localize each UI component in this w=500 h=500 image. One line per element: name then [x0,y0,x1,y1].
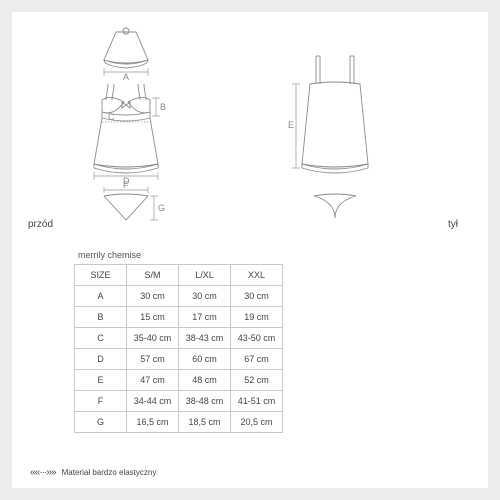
table-cell: 47 cm [127,370,179,391]
size-table-wrap: merrily chemise SIZE S/M L/XL XXL A30 cm… [74,250,470,433]
table-cell: 30 cm [127,286,179,307]
table-header-row: SIZE S/M L/XL XXL [75,265,283,286]
table-cell: 52 cm [231,370,283,391]
dim-A: A [123,72,129,82]
table-row: C35-40 cm38-43 cm43-50 cm [75,328,283,349]
table-cell: 34-44 cm [127,391,179,412]
back-diagram: E tył [250,26,470,226]
table-row: B15 cm17 cm19 cm [75,307,283,328]
table-row: F34-44 cm38-48 cm41-51 cm [75,391,283,412]
footnote: ‹‹‹‹···›››› Materiał bardzo elastyczny [30,467,156,478]
dim-E: E [288,120,294,130]
table-cell: 18,5 cm [179,412,231,433]
dim-G: G [158,203,165,213]
diagram-row: A [30,26,470,226]
table-cell: 41-51 cm [231,391,283,412]
front-diagram: A [30,26,250,226]
dim-F: F [123,180,129,190]
th: XXL [231,265,283,286]
dim-C: C [108,112,115,122]
footnote-text: Materiał bardzo elastyczny [62,468,157,477]
table-cell: 30 cm [179,286,231,307]
th: L/XL [179,265,231,286]
table-cell: 30 cm [231,286,283,307]
table-cell: 38-48 cm [179,391,231,412]
table-cell: 19 cm [231,307,283,328]
table-row: A30 cm30 cm30 cm [75,286,283,307]
table-cell: 16,5 cm [127,412,179,433]
table-cell: 57 cm [127,349,179,370]
table-row: G16,5 cm18,5 cm20,5 cm [75,412,283,433]
table-cell: 15 cm [127,307,179,328]
dim-B: B [160,102,166,112]
size-chart-card: A [12,12,488,488]
table-cell: 20,5 cm [231,412,283,433]
back-svg: E [250,26,450,226]
table-cell: 67 cm [231,349,283,370]
th: SIZE [75,265,127,286]
table-cell: E [75,370,127,391]
table-cell: 48 cm [179,370,231,391]
table-row: D57 cm60 cm67 cm [75,349,283,370]
table-title: merrily chemise [78,250,470,260]
table-cell: F [75,391,127,412]
table-cell: 60 cm [179,349,231,370]
table-cell: G [75,412,127,433]
table-cell: 17 cm [179,307,231,328]
front-svg: A [30,26,240,226]
back-label: tył [448,219,458,230]
elastic-icon: ‹‹‹‹···›››› [30,467,56,478]
th: S/M [127,265,179,286]
table-cell: C [75,328,127,349]
table-cell: A [75,286,127,307]
table-cell: B [75,307,127,328]
size-table: SIZE S/M L/XL XXL A30 cm30 cm30 cmB15 cm… [74,264,283,433]
table-cell: 38-43 cm [179,328,231,349]
table-cell: 35-40 cm [127,328,179,349]
table-cell: 43-50 cm [231,328,283,349]
front-label: przód [28,219,53,230]
table-row: E47 cm48 cm52 cm [75,370,283,391]
table-cell: D [75,349,127,370]
